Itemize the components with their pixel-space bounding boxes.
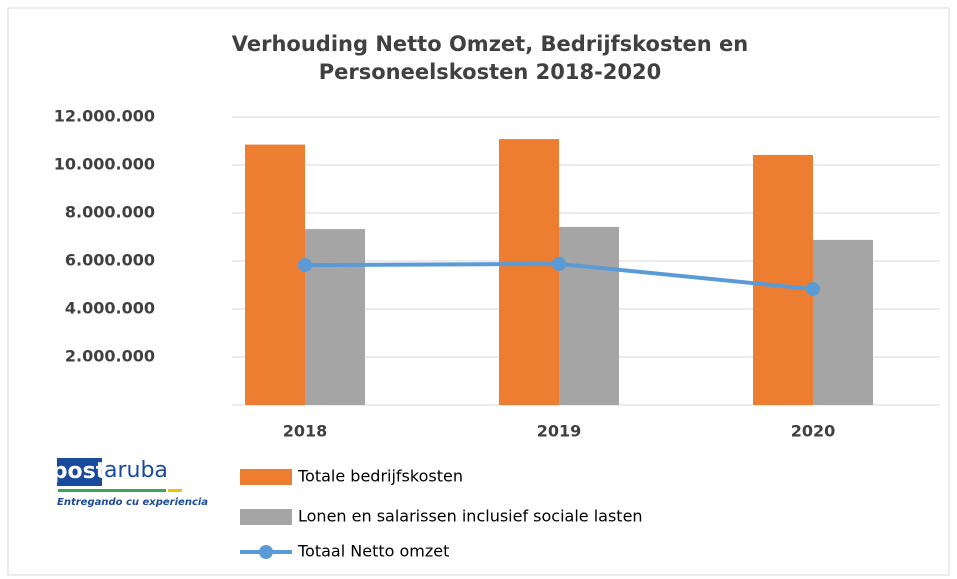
y-tick-label: 8.000.000 xyxy=(65,203,155,222)
line-marker xyxy=(806,282,820,297)
y-tick-label: 2.000.000 xyxy=(65,347,155,366)
logo-box xyxy=(57,458,102,486)
x-tick-label: 2020 xyxy=(791,422,836,441)
line-marker xyxy=(552,256,566,271)
x-tick-label: 2019 xyxy=(537,422,582,441)
legend-swatch xyxy=(240,509,292,525)
logo: post aruba Entregando cu experiencia xyxy=(52,458,208,508)
logo-stripe xyxy=(168,489,182,492)
y-tick-label: 12.000.000 xyxy=(54,107,155,126)
logo-tagline: Entregando cu experiencia xyxy=(57,497,208,508)
logo-stripe xyxy=(58,489,166,492)
bar xyxy=(305,229,365,405)
x-tick-label: 2018 xyxy=(283,422,328,441)
y-tick-label: 4.000.000 xyxy=(65,299,155,318)
line-marker xyxy=(298,258,312,273)
legend-label: Totaal Netto omzet xyxy=(297,542,449,561)
bar xyxy=(813,239,873,405)
y-tick-label: 10.000.000 xyxy=(54,155,155,174)
y-tick-label: 6.000.000 xyxy=(65,251,155,270)
bar xyxy=(753,154,813,405)
chart-title: Verhouding Netto Omzet, Bedrijfskosten e… xyxy=(232,32,748,56)
bar xyxy=(559,226,619,405)
chart-title: Personeelskosten 2018-2020 xyxy=(319,60,662,84)
legend-label: Lonen en salarissen inclusief sociale la… xyxy=(298,507,643,526)
logo-word: post xyxy=(52,459,107,484)
bar xyxy=(245,144,305,405)
logo-word: aruba xyxy=(104,458,168,483)
legend-swatch xyxy=(240,469,292,485)
bar xyxy=(499,139,559,405)
legend-label: Totale bedrijfskosten xyxy=(297,467,463,486)
legend-swatch xyxy=(259,545,273,559)
